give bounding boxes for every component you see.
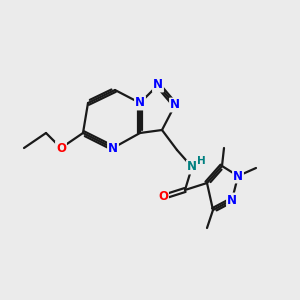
Text: N: N (153, 79, 163, 92)
Text: N: N (135, 97, 145, 110)
Text: N: N (108, 142, 118, 154)
Text: N: N (233, 169, 243, 182)
Text: H: H (196, 156, 206, 166)
Text: O: O (56, 142, 66, 154)
Text: O: O (158, 190, 168, 203)
Text: N: N (227, 194, 237, 206)
Text: N: N (170, 98, 180, 112)
Text: N: N (187, 160, 197, 173)
